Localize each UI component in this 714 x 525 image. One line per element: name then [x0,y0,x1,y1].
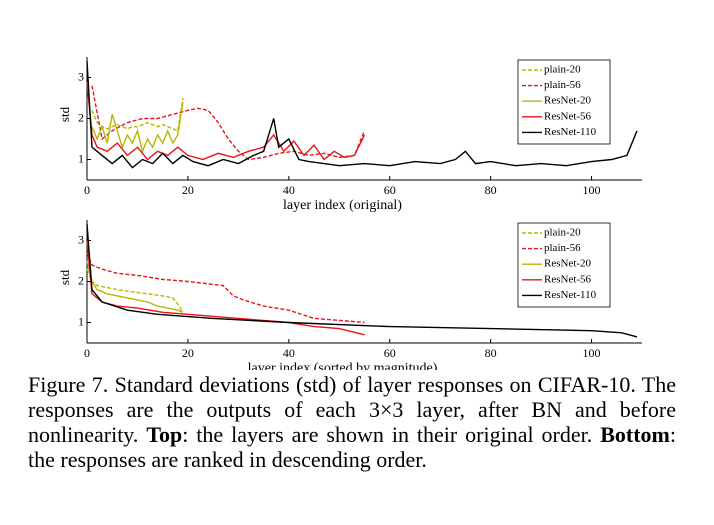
x-tick-label: 60 [384,346,396,360]
x-tick-label: 40 [283,183,295,197]
legend-label: plain-20 [544,64,581,76]
caption-text: : the layers are shown in their original… [182,422,601,447]
caption-text: Figure 7. Standard deviations (std) of l… [28,372,676,447]
legend-label: ResNet-20 [544,258,592,270]
legend-label: plain-56 [544,79,581,91]
legend-label: ResNet-56 [544,110,592,122]
x-tick-label: 20 [182,346,194,360]
legend-label: ResNet-20 [544,95,592,107]
x-tick-label: 100 [583,346,601,360]
legend-box [517,59,611,145]
legend-box [517,222,611,308]
y-tick-label: 3 [78,69,84,83]
y-tick-label: 3 [78,232,84,246]
caption-text: : the responses are ranked in descending… [28,422,676,472]
series-line [91,85,366,161]
caption-bold: Top [146,422,183,447]
legend-label: plain-56 [544,242,581,254]
x-tick-label: 80 [485,346,497,360]
y-axis-label: std [57,106,72,122]
x-axis-label: layer index (sorted by magnitude) [248,361,438,370]
y-axis-label: std [57,269,72,285]
x-tick-label: 20 [182,183,194,197]
series-line [86,61,638,169]
caption: Figure 7. Standard deviations (std) of l… [28,372,676,472]
x-tick-label: 0 [84,346,90,360]
x-tick-label: 60 [384,183,396,197]
series-line [86,224,638,338]
legend-label: ResNet-110 [544,289,597,301]
series-line [86,240,365,336]
legend-label: ResNet-56 [544,273,592,285]
y-tick-label: 1 [78,151,84,165]
series-line [86,252,365,324]
x-tick-label: 0 [84,183,90,197]
legend-label: ResNet-110 [544,126,597,138]
legend-label: plain-20 [544,227,581,239]
x-tick-label: 40 [283,346,295,360]
series-line [86,268,184,313]
y-tick-label: 1 [78,314,84,328]
x-tick-label: 80 [485,183,497,197]
x-axis-label: layer index (original) [283,198,402,213]
series-line [91,101,184,154]
series-line [86,81,366,161]
y-tick-label: 2 [78,110,84,124]
caption-bold: Bottom [600,422,670,447]
series-line [91,97,184,132]
x-tick-label: 100 [583,183,601,197]
y-tick-label: 2 [78,273,84,287]
series-line [86,260,184,313]
